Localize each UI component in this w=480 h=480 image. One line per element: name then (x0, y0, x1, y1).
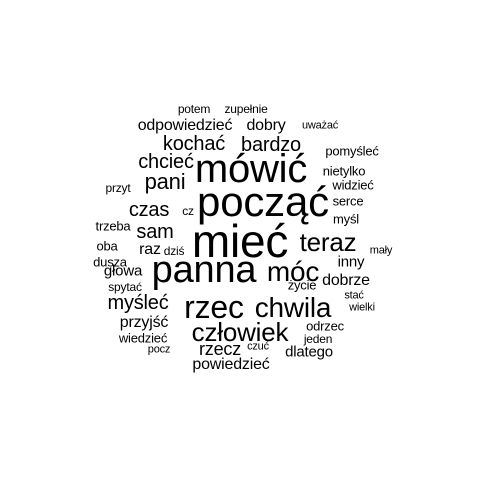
word: człowiek (191, 317, 289, 347)
word: rzecz (198, 339, 242, 359)
word: widzieć (332, 177, 374, 193)
word: móc (266, 256, 320, 287)
word: bardzo (241, 134, 301, 156)
word: chwila (254, 292, 332, 323)
word: oba (96, 238, 118, 254)
word: mieć (191, 215, 289, 267)
word: rzec (184, 289, 244, 325)
word: począć (197, 178, 329, 225)
word: pani (144, 169, 186, 194)
word: odrzec (306, 318, 344, 334)
word: głowa (103, 262, 143, 280)
word: stać (344, 289, 364, 302)
word: dobrze (322, 272, 370, 289)
word: chcieć (138, 151, 194, 173)
word: pocz (147, 343, 171, 356)
word: teraz (299, 227, 357, 257)
word: potem (177, 102, 211, 116)
word: przyjść (119, 314, 169, 331)
word: dlatego (285, 343, 333, 361)
word: dusza (93, 254, 127, 270)
word: mówić (194, 147, 308, 191)
word: sam (136, 221, 174, 243)
word: cz (182, 204, 194, 218)
word: myśl (333, 211, 359, 227)
word: serce (332, 193, 364, 209)
word: inny (337, 253, 365, 271)
word: trzeba (95, 218, 131, 234)
word: odpowiedzieć (137, 117, 233, 134)
word: wielki (349, 301, 375, 314)
word: dziś (163, 244, 185, 258)
word: jeden (303, 332, 333, 346)
word: zupełnie (224, 102, 268, 116)
word: pomyśleć (325, 143, 379, 159)
word: uważać (301, 119, 339, 132)
word: mały (369, 244, 393, 257)
word: życie (287, 277, 317, 293)
word: panna (151, 249, 257, 291)
word: wiedzieć (118, 330, 168, 346)
word: czas (128, 199, 170, 221)
word: spytać (108, 280, 142, 294)
word: nietylko (322, 163, 366, 179)
word: raz (139, 241, 161, 258)
word: dobry (246, 117, 286, 134)
word: powiedzieć (192, 356, 270, 373)
word: myśleć (107, 292, 169, 314)
word: przyt (105, 181, 131, 195)
word: czuć (247, 340, 269, 353)
word: kochać (162, 133, 226, 155)
